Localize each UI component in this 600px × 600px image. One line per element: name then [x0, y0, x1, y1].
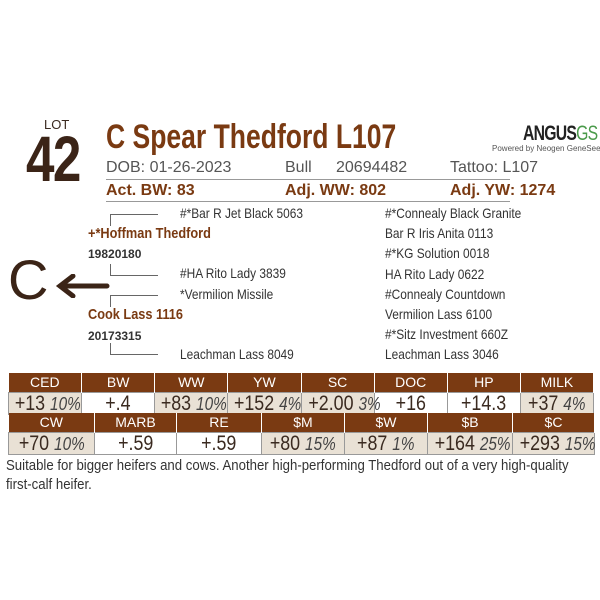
epd-value-cell: +16 — [373, 391, 448, 415]
sire-reg: 19820180 — [88, 247, 142, 261]
lot-label: LOT — [44, 117, 70, 132]
pedigree-gen3: Bar R Iris Anita 0113 — [385, 225, 494, 242]
angus-gs-logo: ANGUSGS — [523, 122, 598, 145]
epd-header: CED — [8, 373, 83, 392]
arrow-left-icon — [55, 274, 110, 298]
epd-percentile: 4% — [279, 393, 302, 414]
epd-header: DOC — [374, 373, 448, 392]
epd-value-cell: +87 1% — [344, 431, 428, 455]
pedigree-gen3: HA Rito Lady 0622 — [385, 265, 485, 282]
dam-reg: 20173315 — [88, 329, 142, 343]
epd-value-cell: +80 15% — [261, 431, 345, 455]
epd-percentile: 10% — [50, 393, 81, 414]
epd-value: +2.00 — [307, 391, 354, 415]
epd-value: +83 — [161, 391, 192, 415]
epd-header: $B — [427, 413, 513, 432]
sire-name: +*Hoffman Thedford — [88, 225, 211, 242]
adjusted-ww: Adj. WW: 802 — [285, 182, 387, 199]
epd-value-cell: +2.00 3% — [300, 391, 380, 415]
epd-value-cell: +164 25% — [427, 431, 513, 455]
dam-name: Cook Lass 1116 — [88, 306, 183, 323]
epd-value-cell: +13 10% — [7, 391, 83, 415]
epd-header: RE — [176, 413, 262, 432]
epd-header: $W — [344, 413, 428, 432]
epd-value: +13 — [14, 391, 46, 415]
bracket-line — [110, 214, 158, 226]
description: Suitable for bigger heifers and cows. An… — [6, 457, 569, 493]
epd-percentile: 3% — [358, 393, 381, 414]
epd-value-cell: +.59 — [176, 431, 262, 455]
epd-header: $C — [512, 413, 595, 432]
epd-value-cell: +14.3 — [446, 391, 521, 415]
epd-header: YW — [227, 373, 302, 392]
epd-percentile: 15% — [564, 433, 596, 454]
sex: Bull — [285, 159, 312, 176]
bracket-line — [110, 295, 158, 307]
logo-text: ANGUS — [523, 122, 577, 145]
pedigree-gen3: #*Connealy Black Granite — [385, 205, 522, 221]
epd-header: HP — [447, 373, 521, 392]
lot-number: 42 — [26, 123, 81, 195]
registration-number: 20694482 — [336, 159, 408, 176]
adjusted-yw: Adj. YW: 1274 — [450, 182, 556, 199]
dob: DOB: 01-26-2023 — [106, 159, 232, 176]
divider — [106, 201, 510, 202]
epd-percentile: 10% — [196, 393, 227, 414]
epd-value: +164 — [434, 431, 475, 455]
epd-value: +37 — [528, 391, 559, 415]
epd-percentile: 25% — [479, 433, 511, 454]
pedigree-gen2: *Vermilion Missile — [180, 286, 274, 302]
epd-header: BW — [81, 373, 156, 392]
epd-value-cell: +37 4% — [519, 391, 595, 415]
pedigree-gen3: #Connealy Countdown — [385, 285, 506, 302]
epd-value: +14.3 — [461, 391, 507, 415]
epd-table-row2: CW MARB RE $M $W $B $C +70 10% +.59 +.59 +80 15% +8… — [8, 413, 595, 455]
pedigree-gen3: Leachman Lass 3046 — [385, 346, 499, 363]
pedigree-symbol: C — [8, 248, 49, 311]
epd-value-cell: +70 10% — [8, 431, 95, 455]
epd-header: WW — [154, 373, 229, 392]
pedigree-gen3: #*Sitz Investment 660Z — [385, 326, 509, 343]
animal-name: C Spear Thedford L107 — [106, 118, 397, 156]
epd-value: +293 — [519, 431, 560, 455]
epd-header: $M — [261, 413, 345, 432]
pedigree-gen2: Leachman Lass 8049 — [180, 346, 294, 362]
epd-value-cell: +.4 — [81, 391, 156, 415]
epd-percentile: 10% — [53, 433, 85, 454]
bracket-line — [110, 343, 158, 355]
logo-subtitle: Powered by Neogen GeneSeek — [492, 144, 600, 153]
epd-percentile: 1% — [392, 433, 415, 454]
tattoo: Tattoo: L107 — [450, 159, 539, 176]
pedigree-gen3: Vermilion Lass 6100 — [385, 306, 493, 322]
epd-value-cell: +293 15% — [512, 431, 596, 455]
epd-value: +16 — [395, 391, 426, 415]
epd-value: +.4 — [105, 391, 131, 415]
pedigree-gen2: #*Bar R Jet Black 5063 — [180, 205, 304, 221]
epd-percentile: 4% — [563, 393, 586, 414]
divider — [106, 179, 510, 180]
pedigree-gen2: #HA Rito Lady 3839 — [180, 265, 286, 281]
epd-header: CW — [8, 413, 95, 432]
bracket-line — [110, 264, 158, 276]
logo-suffix: GS — [576, 122, 598, 145]
epd-value: +70 — [18, 431, 49, 455]
epd-value: +87 — [357, 431, 388, 455]
epd-value: +152 — [234, 391, 275, 415]
epd-value: +.59 — [201, 431, 237, 455]
epd-value-cell: +83 10% — [154, 391, 229, 415]
actual-bw: Act. BW: 83 — [106, 182, 195, 199]
epd-percentile: 15% — [305, 433, 336, 454]
pedigree-gen3: #*KG Solution 0018 — [385, 245, 490, 262]
epd-value: +.59 — [117, 431, 154, 455]
epd-value-cell: +152 4% — [227, 391, 302, 415]
epd-value: +80 — [270, 431, 301, 455]
epd-header: SC — [301, 373, 375, 392]
epd-table-row1: CED BW WW YW SC DOC HP MILK +13 10% +.4 +83 10% +15… — [7, 373, 595, 415]
epd-value-cell: +.59 — [94, 431, 177, 455]
epd-header: MILK — [520, 373, 595, 392]
epd-header: MARB — [94, 413, 177, 432]
